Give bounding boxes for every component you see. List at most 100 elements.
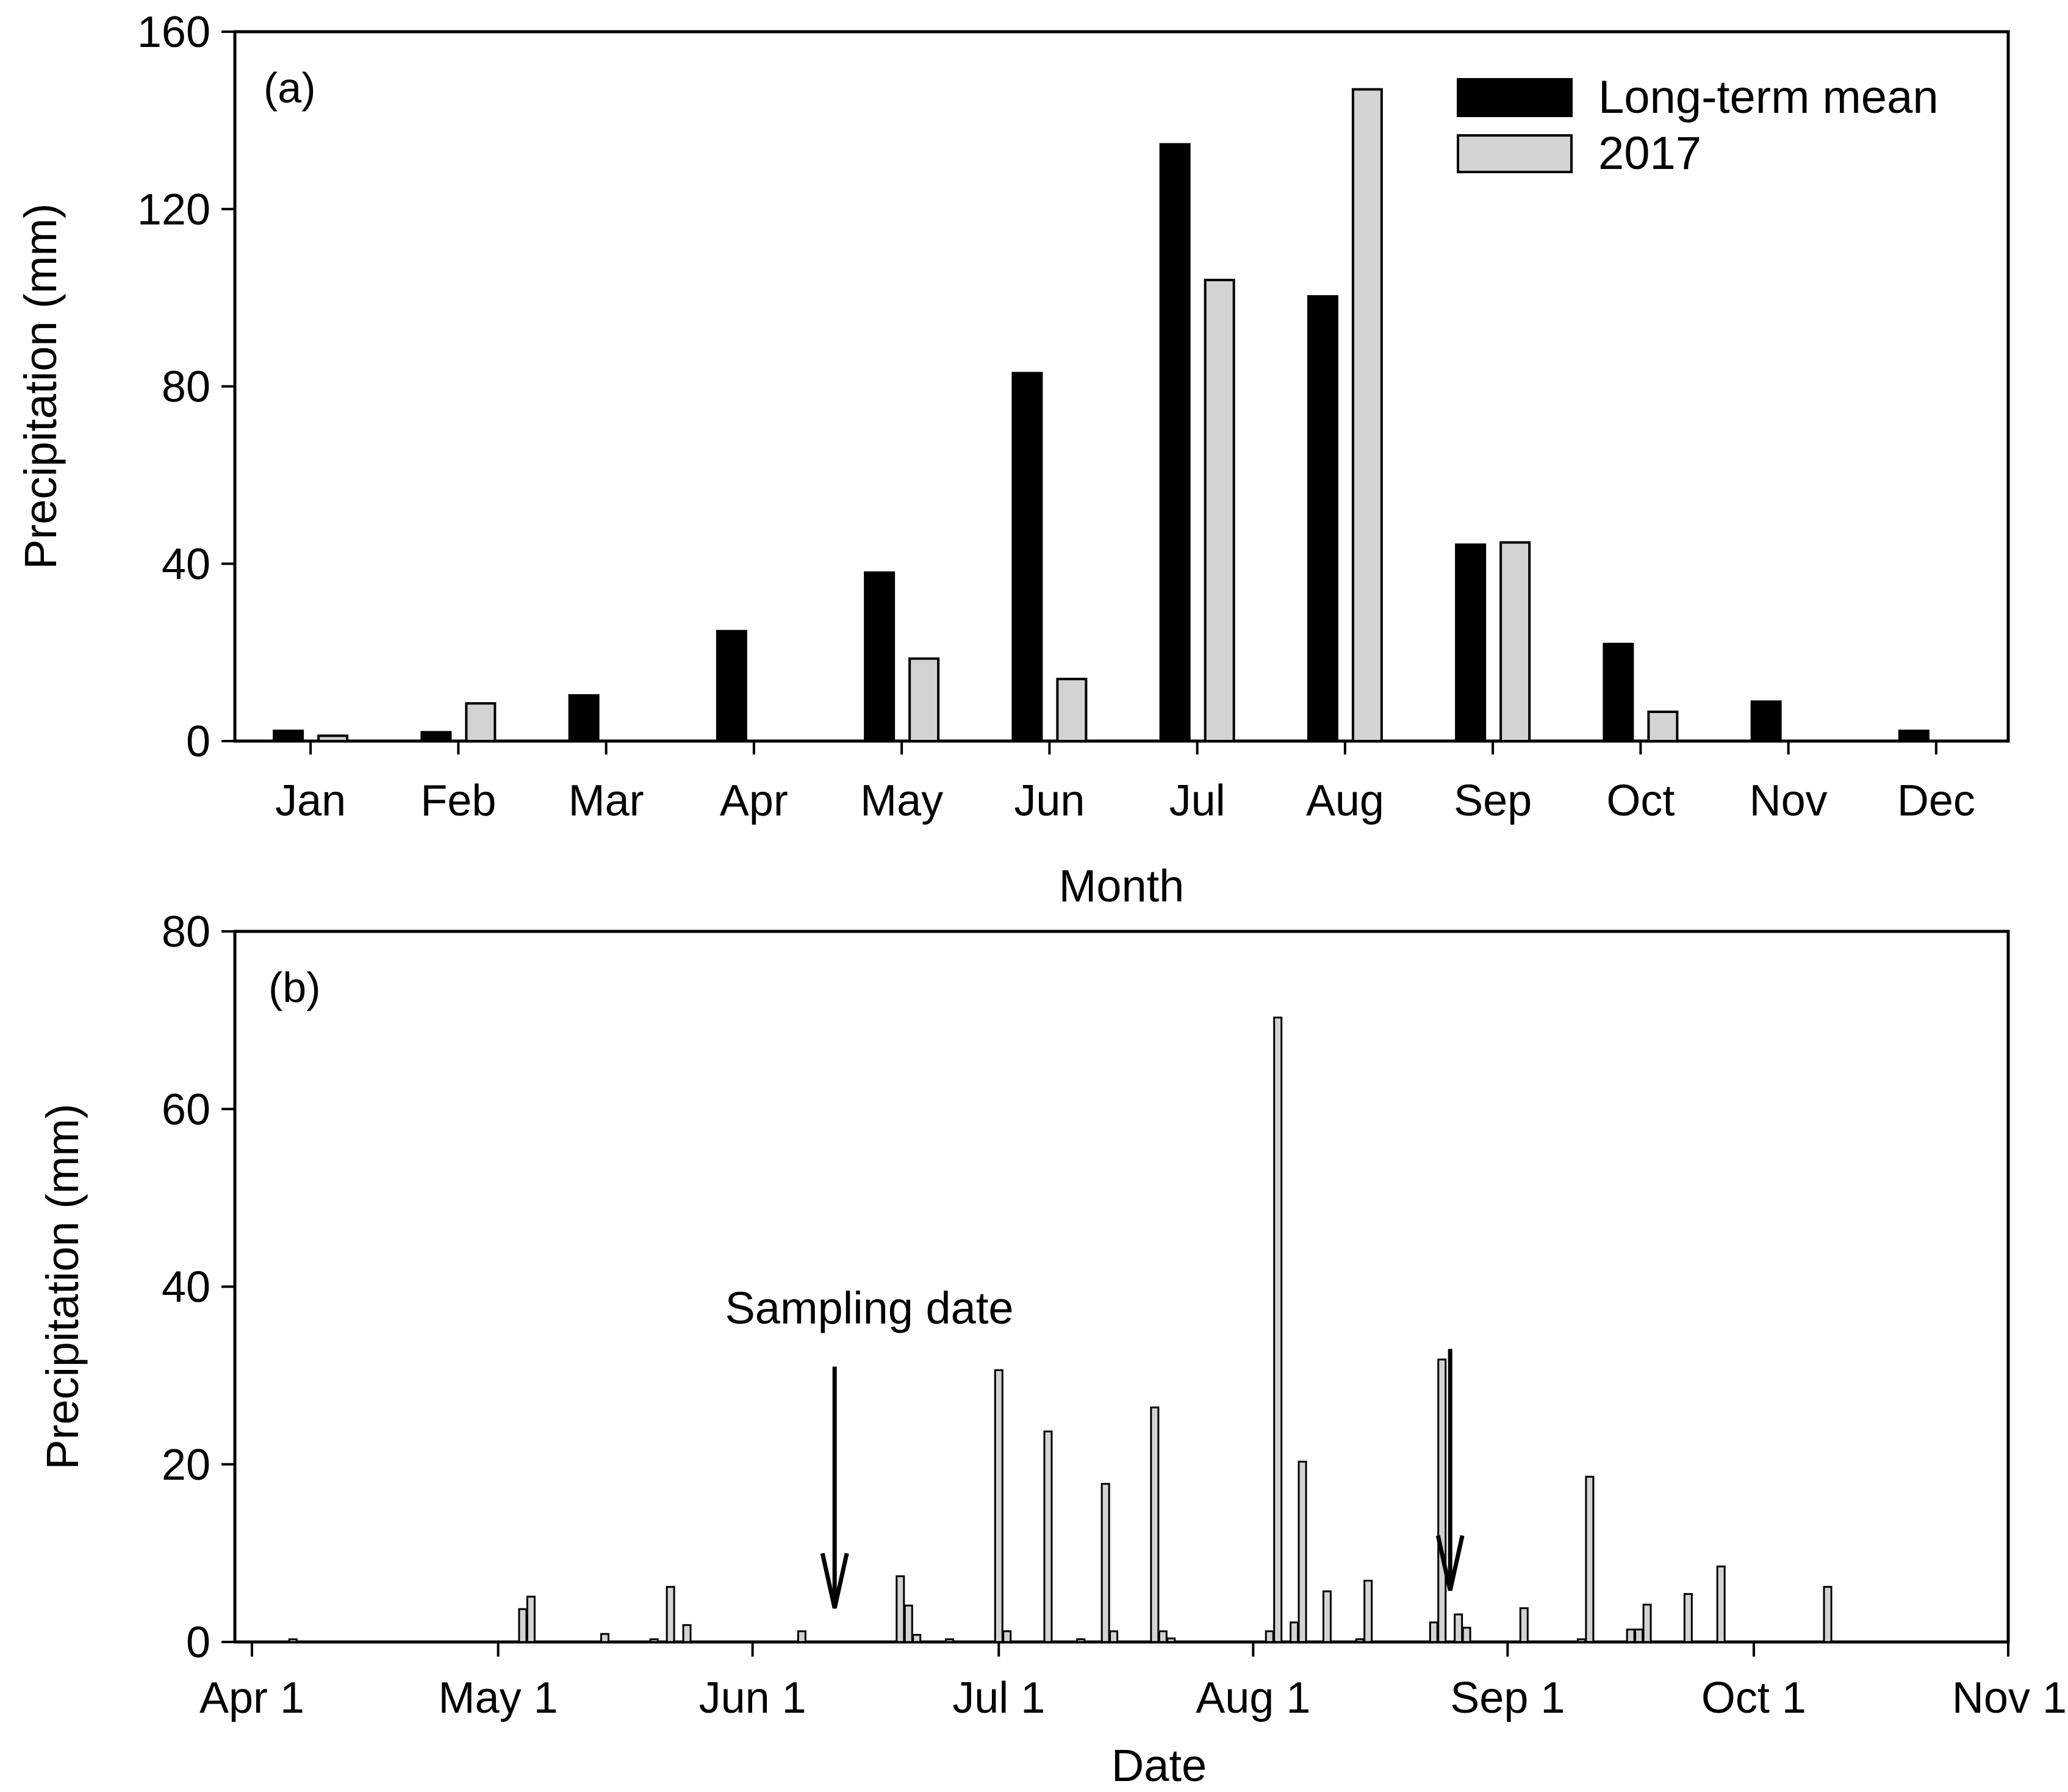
bar-2017-may: [908, 657, 940, 743]
panel-b-x-axis-title: Date: [1111, 1740, 1207, 1791]
panel-b-annotations: [820, 1349, 1465, 1609]
panel-a-x-tick-label-nov: Nov: [1750, 776, 1828, 825]
daily-bar-day-162: [1576, 1638, 1586, 1643]
daily-bar-day-170: [1642, 1604, 1652, 1643]
panel-a-x-tick-label-mar: Mar: [569, 776, 644, 825]
panel-a-x-tick-label-apr: Apr: [720, 776, 788, 825]
sampling-arrow-1-head: [820, 1552, 849, 1609]
daily-bar-day-168: [1626, 1629, 1635, 1643]
daily-bar-day-43: [600, 1633, 609, 1643]
panel-a-plot-frame: [233, 30, 2010, 743]
bar-long-term-mean-sep: [1455, 543, 1487, 742]
daily-bar-day-101: [1076, 1638, 1086, 1643]
daily-bar-day-144: [1429, 1621, 1438, 1643]
panel-a-y-tick-label: 120: [137, 185, 210, 234]
bar-long-term-mean-jan: [273, 729, 304, 742]
bar-2017-oct: [1647, 711, 1679, 742]
panel-a-x-tick-label-jun: Jun: [1014, 776, 1085, 825]
panel-a-x-tick-label-oct: Oct: [1606, 776, 1675, 825]
daily-bar-day-5: [288, 1638, 298, 1643]
bar-long-term-mean-jul: [1159, 143, 1191, 743]
panel-a-x-tick-label-jan: Jan: [275, 776, 346, 825]
bar-long-term-mean-aug: [1307, 295, 1338, 742]
panel-a-x-tick-label-dec: Dec: [1897, 776, 1975, 825]
daily-bar-day-175: [1683, 1593, 1693, 1643]
daily-bar-day-49: [649, 1638, 659, 1643]
daily-bar-day-33: [518, 1608, 528, 1643]
legend-swatch-long-term-mean: [1457, 78, 1573, 117]
daily-bar-day-147: [1454, 1613, 1463, 1643]
daily-bar-day-163: [1585, 1475, 1595, 1643]
panel-a-x-tick-label-aug: Aug: [1306, 776, 1384, 825]
daily-bar-day-91: [994, 1369, 1003, 1643]
panel-b-x-tick-label-may-1: May 1: [439, 1674, 558, 1722]
bar-2017-jan: [317, 734, 349, 742]
daily-bar-day-110: [1150, 1407, 1160, 1643]
panel-b-x-tick-label-oct-1: Oct 1: [1701, 1674, 1806, 1722]
panel-b-daily-precipitation: 0 20 40 60 80 Apr 1 May 1 Jun 1 Jul 1 Aug 1 Sep 1…: [37, 908, 2067, 1791]
daily-bar-day-135: [1355, 1638, 1365, 1643]
daily-bar-day-124: [1265, 1630, 1274, 1643]
panel-a-legend: Long-term mean 2017: [1457, 71, 1939, 179]
panel-b-x-tick-label-jul-1: Jul 1: [952, 1674, 1045, 1722]
daily-bar-day-112: [1166, 1637, 1176, 1643]
legend-label-2017: 2017: [1598, 127, 1701, 179]
daily-bar-day-155: [1519, 1607, 1529, 1643]
daily-bar-day-51: [666, 1586, 675, 1643]
legend-label-long-term-mean: Long-term mean: [1598, 71, 1939, 123]
bar-long-term-mean-apr: [716, 629, 747, 742]
panel-b-x-tick-label-sep-1: Sep 1: [1450, 1674, 1565, 1722]
daily-bar-day-97: [1043, 1430, 1053, 1643]
bar-long-term-mean-feb: [420, 731, 452, 743]
daily-bar-day-67: [797, 1630, 806, 1643]
panel-a-y-tick-label: 0: [186, 717, 210, 766]
daily-bar-day-128: [1298, 1460, 1307, 1643]
daily-bar-day-81: [912, 1633, 922, 1643]
panel-a-monthly-precipitation: 0 40 80 120 160 Jan Feb Mar Apr May Jun Jul Aug Sep O…: [15, 8, 2010, 911]
panel-a-y-tick-label: 80: [162, 363, 210, 412]
panel-b-y-axis-title: Precipitation (mm): [37, 1103, 88, 1469]
sampling-date-annotation: Sampling date: [725, 1283, 1013, 1333]
panel-a-y-axis: 0 40 80 120 160: [137, 8, 235, 766]
bar-long-term-mean-nov: [1750, 700, 1782, 742]
daily-bar-day-85: [945, 1638, 955, 1643]
panel-a-x-axis: Jan Feb Mar Apr May Jun Jul Aug Sep Oct Nov Dec: [275, 741, 1975, 825]
panel-b-x-tick-label-aug-1: Aug 1: [1196, 1674, 1310, 1722]
panel-b-y-tick-label: 80: [162, 908, 210, 956]
panel-a-bars: [273, 88, 1930, 743]
daily-bar-day-80: [903, 1604, 913, 1643]
daily-bar-day-34: [526, 1596, 536, 1643]
bar-long-term-mean-dec: [1898, 729, 1930, 742]
panel-b-y-axis: 0 20 40 60 80: [162, 908, 235, 1667]
panel-b-y-tick-label: 0: [186, 1618, 210, 1667]
panel-a-y-axis-title: Precipitation (mm): [15, 203, 66, 569]
panel-a-x-tick-label-sep: Sep: [1454, 776, 1532, 825]
bar-2017-jun: [1056, 678, 1088, 743]
daily-bar-day-148: [1462, 1627, 1471, 1643]
daily-bar-day-105: [1109, 1630, 1119, 1643]
daily-bar-day-127: [1290, 1621, 1299, 1643]
bar-long-term-mean-may: [864, 571, 896, 742]
daily-bar-day-79: [896, 1575, 905, 1643]
daily-bar-day-192: [1823, 1586, 1833, 1643]
daily-bar-day-53: [682, 1624, 692, 1643]
panel-a-label: (a): [264, 64, 316, 112]
bar-2017-aug: [1351, 88, 1383, 742]
legend-swatch-2017: [1457, 134, 1573, 173]
panel-b-y-tick-label: 40: [162, 1263, 210, 1312]
bar-long-term-mean-mar: [568, 694, 600, 742]
panel-a-y-tick-label: 160: [137, 8, 210, 57]
panel-a-x-tick-label-jul: Jul: [1169, 776, 1226, 825]
daily-bar-day-169: [1634, 1629, 1644, 1643]
panel-b-x-tick-label-nov-1: Nov 1: [1952, 1674, 2067, 1722]
panel-b-bars: [288, 1016, 1833, 1643]
daily-bar-day-131: [1322, 1590, 1332, 1643]
sampling-arrow-2-head: [1435, 1535, 1465, 1591]
panel-b-x-tick-label-apr-1: Apr 1: [199, 1674, 304, 1722]
daily-bar-day-145: [1437, 1358, 1447, 1643]
panel-b-x-axis: Apr 1 May 1 Jun 1 Jul 1 Aug 1 Sep 1 Oct 1 Nov 1: [199, 1642, 2067, 1722]
panel-b-y-tick-label: 20: [162, 1441, 210, 1489]
panel-b-plot-frame: [233, 930, 2010, 1644]
bar-2017-jul: [1204, 279, 1235, 742]
